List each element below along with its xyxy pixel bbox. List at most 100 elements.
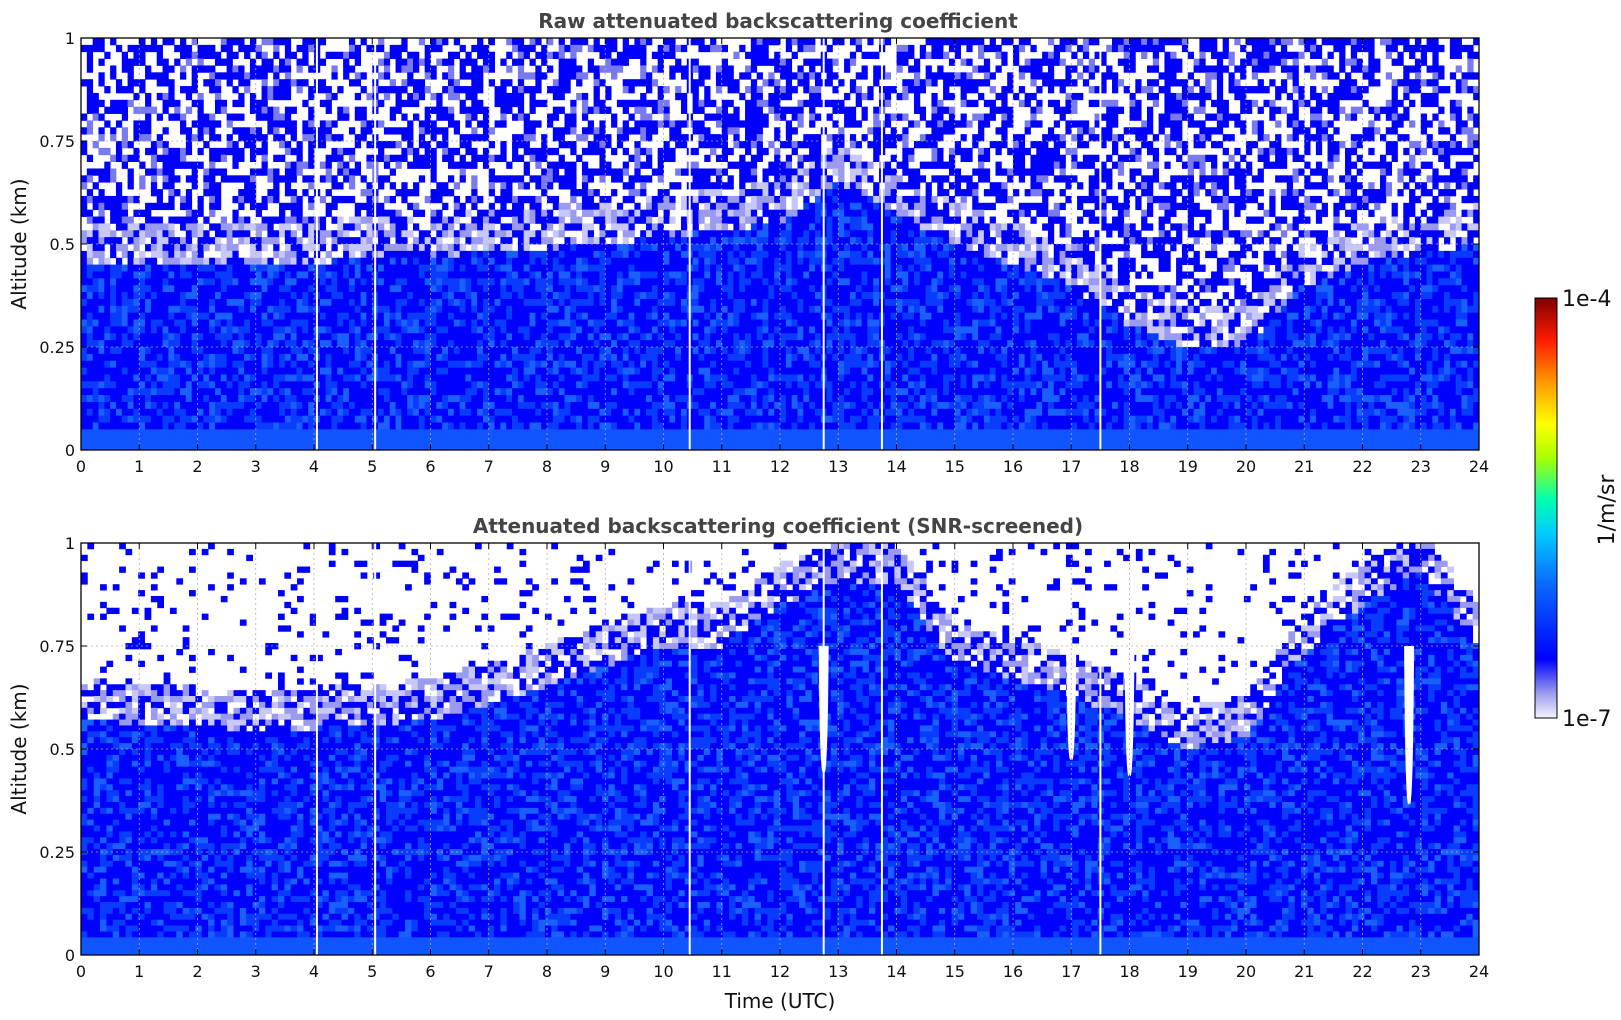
heatmap-cell — [413, 395, 420, 403]
heatmap-cell — [174, 360, 181, 368]
heatmap-cell — [139, 58, 146, 66]
heatmap-cell — [168, 223, 175, 231]
heatmap-cell — [348, 429, 356, 437]
heatmap-cell — [442, 347, 449, 355]
heatmap-cell — [127, 278, 134, 286]
heatmap-cell — [488, 415, 495, 423]
heatmap-cell — [261, 429, 268, 437]
heatmap-cell — [156, 292, 163, 300]
heatmap-cell — [395, 395, 402, 403]
heatmap-cell — [98, 401, 105, 410]
heatmap-cell — [593, 388, 600, 396]
heatmap-cell — [512, 250, 519, 259]
heatmap-cell — [220, 99, 228, 108]
heatmap-cell — [232, 298, 239, 307]
heatmap-cell — [547, 401, 554, 410]
heatmap-cell — [453, 79, 461, 87]
heatmap-cell — [593, 44, 600, 53]
heatmap-cell — [447, 58, 455, 66]
heatmap-cell — [156, 250, 163, 259]
heatmap-cell — [558, 326, 565, 334]
heatmap-cell — [226, 264, 233, 272]
heatmap-cell — [203, 360, 210, 368]
heatmap-cell — [279, 415, 286, 423]
heatmap-cell — [296, 65, 303, 73]
heatmap-cell — [407, 257, 414, 265]
heatmap-cell — [331, 175, 338, 183]
heatmap-cell — [680, 292, 688, 300]
heatmap-cell — [110, 353, 117, 362]
heatmap-cell — [139, 436, 146, 444]
heatmap-cell — [290, 408, 297, 417]
heatmap-cell — [383, 86, 391, 94]
heatmap-cell — [308, 333, 315, 341]
heatmap-cell — [284, 422, 292, 430]
heatmap-cell — [622, 58, 629, 66]
heatmap-cell — [506, 436, 513, 444]
heatmap-cell — [162, 285, 169, 293]
heatmap-cell — [634, 319, 641, 327]
heatmap-cell — [663, 312, 670, 320]
heatmap-cell — [226, 326, 233, 334]
heatmap-cell — [249, 58, 257, 66]
heatmap-cell — [401, 285, 408, 293]
heatmap-cell — [657, 92, 664, 101]
heatmap-cell — [459, 319, 466, 327]
heatmap-cell — [226, 72, 233, 80]
heatmap-cell — [185, 257, 193, 265]
heatmap-cell — [156, 72, 163, 80]
heatmap-cell — [675, 326, 682, 334]
heatmap-cell — [104, 429, 111, 437]
heatmap-cell — [401, 189, 408, 197]
heatmap-cell — [302, 367, 309, 375]
heatmap-cell — [383, 292, 391, 300]
heatmap-cell — [529, 333, 536, 341]
heatmap-cell — [651, 264, 659, 272]
heatmap-cell — [523, 429, 530, 437]
heatmap-cell — [319, 429, 327, 437]
heatmap-cell — [494, 326, 501, 334]
heatmap-cell — [249, 340, 257, 348]
heatmap-cell — [354, 381, 362, 389]
heatmap-cell — [471, 278, 478, 286]
heatmap-cell — [436, 195, 443, 204]
heatmap-cell — [395, 51, 402, 59]
heatmap-cell — [232, 250, 239, 259]
heatmap-cell — [284, 106, 292, 114]
heatmap-cell — [104, 230, 111, 238]
heatmap-cell — [692, 264, 699, 272]
heatmap-cell — [244, 189, 251, 197]
heatmap-cell — [436, 223, 443, 231]
heatmap-cell — [599, 99, 606, 108]
heatmap-cell — [145, 244, 152, 252]
heatmap-cell — [383, 51, 391, 59]
heatmap-cell — [680, 436, 688, 444]
heatmap-cell — [512, 374, 519, 382]
heatmap-cell — [605, 38, 612, 46]
heatmap-cell — [168, 326, 175, 334]
heatmap-cell — [319, 374, 327, 382]
heatmap-cell — [640, 106, 647, 114]
heatmap-cell — [127, 436, 134, 444]
heatmap-cell — [447, 374, 455, 382]
heatmap-cell — [220, 374, 228, 382]
heatmap-cell — [482, 333, 490, 341]
heatmap-cell — [319, 230, 327, 238]
heatmap-cell — [209, 44, 216, 53]
heatmap-cell — [185, 244, 193, 252]
heatmap-cell — [110, 381, 117, 389]
heatmap-cell — [145, 312, 152, 320]
heatmap-cell — [261, 257, 268, 265]
heatmap-cell — [383, 298, 391, 307]
heatmap-cell — [337, 216, 344, 224]
heatmap-cell — [395, 44, 402, 53]
heatmap-cell — [203, 422, 210, 430]
heatmap-cell — [488, 278, 495, 286]
heatmap-cell — [471, 333, 478, 341]
heatmap-cell — [500, 154, 507, 162]
heatmap-cell — [413, 79, 420, 87]
heatmap-cell — [92, 292, 99, 300]
heatmap-cell — [570, 264, 577, 272]
heatmap-cell — [92, 113, 99, 121]
heatmap-cell — [244, 298, 251, 307]
